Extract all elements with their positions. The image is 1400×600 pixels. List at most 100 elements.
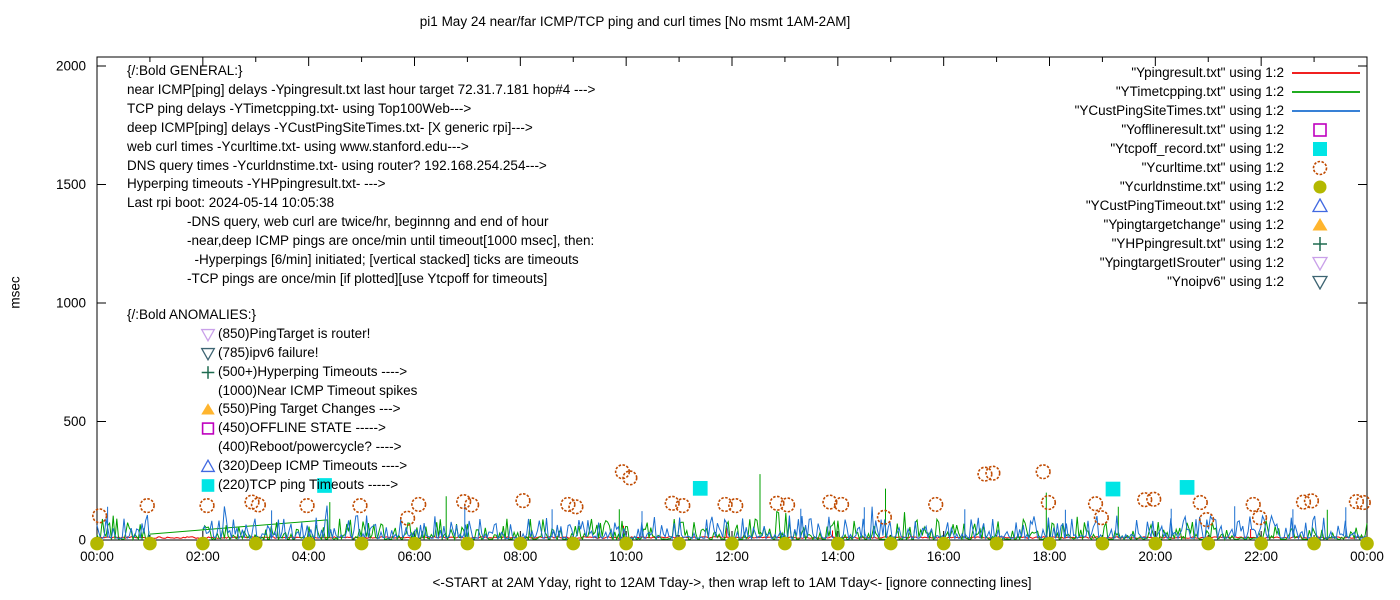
anomaly-text: (785)ipv6 failure!: [218, 344, 319, 360]
circle-filled-marker: [1360, 536, 1374, 551]
circle-filled-marker: [1148, 536, 1163, 551]
circle-open-marker: [876, 509, 893, 525]
general-annotation-line: {/:Bold GENERAL:}: [127, 63, 243, 78]
triangle-down-open-legend-icon: [1311, 256, 1329, 271]
y-tick-label: 1500: [56, 177, 86, 192]
anomaly-item: (850)PingTarget is router!: [127, 325, 417, 344]
anomaly-text: (450)OFFLINE STATE ----->: [218, 420, 386, 436]
circle-filled-marker: [1254, 536, 1268, 551]
anomaly-text: (220)TCP ping Timeouts ----->: [218, 477, 399, 493]
general-annotation-line: -Hyperpings [6/min] initiated; [vertical…: [127, 252, 579, 268]
general-annotation-line: TCP ping delays -YTimetcpping.txt- using…: [127, 100, 472, 116]
circle-open-marker: [199, 498, 215, 514]
blank-anomaly-icon: [200, 440, 217, 455]
triangle-filled-anomaly-icon: [201, 403, 215, 415]
x-tick-label: 16:00: [927, 549, 961, 564]
square-open-legend-icon: [1313, 122, 1327, 137]
square-open-marker: [201, 422, 215, 435]
square-filled-marker: [201, 479, 215, 492]
legend-item: "YCustPingTimeout.txt" using 1:2: [1075, 196, 1362, 215]
circle-filled-marker: [143, 536, 157, 551]
x-tick-label: 04:00: [292, 549, 326, 564]
series-line-YCustPingSiteTimes-txt: [96, 505, 1368, 541]
legend-label: "Ytcpoff_record.txt" using 1:2: [1110, 141, 1284, 156]
circle-filled-marker: [196, 536, 210, 551]
square-filled-marker: [1105, 481, 1121, 497]
circle-open-marker: [1137, 492, 1153, 508]
general-annotations: {/:Bold GENERAL:} near ICMP[ping] delays …: [127, 62, 595, 289]
circle-open-marker: [299, 498, 315, 514]
y-tick-label: 1000: [56, 296, 86, 311]
legend-item: "YCustPingSiteTimes.txt" using 1:2: [1075, 101, 1362, 120]
circle-filled-marker: [1042, 536, 1057, 551]
anomaly-item: (400)Reboot/powercycle? ---->: [127, 438, 417, 457]
circle-filled-marker: [90, 536, 104, 551]
legend-item: "YpingtargetISrouter" using 1:2: [1075, 253, 1362, 272]
circle-filled-marker: [778, 536, 792, 551]
triangle-open-marker: [1311, 197, 1329, 212]
circle-filled-marker: [725, 536, 739, 551]
legend-label: "YTimetcpping.txt" using 1:2: [1115, 84, 1284, 99]
circle-open-marker: [928, 496, 944, 513]
circle-open-marker: [399, 510, 416, 526]
legend-label: "Ynoipv6" using 1:2: [1167, 274, 1284, 289]
circle-filled-marker: [513, 536, 528, 551]
general-annotation-line: deep ICMP[ping] delays -YCustPingSiteTim…: [127, 119, 533, 135]
x-tick-label: 10:00: [609, 549, 643, 564]
legend-label: "Ycurldnstime.txt" using 1:2: [1119, 179, 1284, 194]
legend-item: "Ycurldnstime.txt" using 1:2: [1075, 177, 1362, 196]
circle-open-marker: [1192, 494, 1208, 511]
circle-filled-marker: [883, 536, 898, 551]
circle-open-marker: [717, 496, 733, 513]
legend-label: "Yofflineresult.txt" using 1:2: [1121, 122, 1284, 137]
legend-item: "Ypingtargetchange" using 1:2: [1075, 215, 1362, 234]
y-tick-label: 500: [63, 414, 86, 429]
legend: "Ypingresult.txt" using 1:2 "YTimetcpping…: [1075, 63, 1362, 291]
x-tick-label: 20:00: [1138, 549, 1172, 564]
anomaly-item: (220)TCP ping Timeouts ----->: [127, 476, 417, 495]
circle-open-marker: [560, 496, 576, 513]
square-filled-marker: [692, 480, 708, 496]
plus-legend-icon: [1313, 236, 1327, 251]
circle-open-marker: [769, 495, 785, 511]
circle-filled-marker: [989, 536, 1004, 551]
circle-open-marker: [464, 497, 480, 513]
circle-open-marker: [1295, 494, 1312, 510]
square-filled-marker: [317, 478, 332, 493]
legend-label: "Ypingtargetchange" using 1:2: [1103, 217, 1284, 232]
circle-open-marker: [822, 494, 838, 510]
x-tick-label: 22:00: [1244, 549, 1278, 564]
circle-open-marker: [614, 464, 631, 480]
line-legend-icon: [1292, 109, 1360, 112]
circle-open-marker: [1355, 494, 1371, 511]
square-open-anomaly-icon: [201, 422, 215, 435]
circle-open-marker: [664, 495, 680, 511]
legend-item: "YTimetcpping.txt" using 1:2: [1075, 82, 1362, 101]
triangle-down-open-marker: [200, 328, 216, 342]
anomalies-annotations: {/:Bold ANOMALIES:} (850)PingTarget is ro…: [127, 306, 417, 495]
circle-filled-marker: [248, 536, 263, 551]
circle-filled-marker: [354, 536, 369, 551]
circle-filled-marker: [301, 536, 316, 551]
legend-label: "Ypingresult.txt" using 1:2: [1131, 65, 1284, 80]
x-tick-label: 18:00: [1033, 549, 1067, 564]
general-annotation-line: near ICMP[ping] delays -Ypingresult.txt …: [127, 81, 596, 97]
anomaly-text: (500+)Hyperping Timeouts ---->: [218, 363, 408, 379]
circle-open-marker: [515, 493, 531, 509]
triangle-down-open-marker: [1311, 256, 1329, 271]
circle-open-marker: [1199, 511, 1215, 528]
x-tick-label: 00:00: [80, 549, 114, 564]
triangle-open-marker: [200, 459, 216, 473]
circle-open-marker: [1303, 493, 1320, 509]
square-filled-legend-icon: [1313, 141, 1327, 156]
general-annotation-line: -DNS query, web curl are twice/hr, begin…: [127, 214, 549, 230]
circle-filled-legend-icon: [1313, 180, 1327, 193]
circle-open-marker: [1245, 496, 1261, 513]
triangle-filled-marker: [1312, 217, 1328, 230]
legend-label: "YCustPingSiteTimes.txt" using 1:2: [1074, 103, 1284, 118]
anomaly-text: (320)Deep ICMP Timeouts ---->: [218, 458, 408, 474]
x-tick-label: 06:00: [398, 549, 432, 564]
general-annotation-line: DNS query times -Ycurldnstime.txt- using…: [127, 157, 547, 173]
circle-filled-marker: [566, 536, 581, 551]
